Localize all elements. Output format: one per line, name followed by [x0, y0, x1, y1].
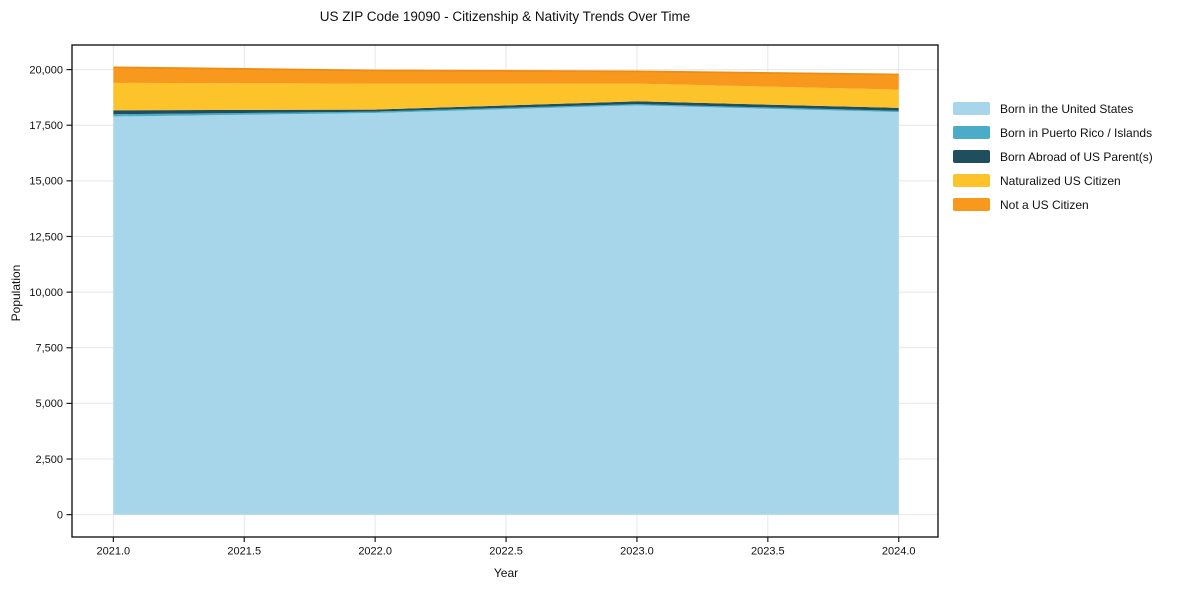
legend-label: Born in the United States: [1000, 101, 1134, 116]
legend-label: Naturalized US Citizen: [1000, 173, 1121, 188]
x-tick-label: 2022.0: [358, 546, 392, 558]
legend-swatch: [953, 174, 990, 187]
legend-swatch: [953, 150, 990, 163]
y-tick-label: 15,000: [29, 176, 63, 188]
total-edge-line: [113, 66, 899, 76]
legend-entry-1: Born in Puerto Rico / Islands: [953, 125, 1153, 140]
x-axis-label: Year: [493, 566, 519, 580]
legend-entry-0: Born in the United States: [953, 101, 1153, 116]
chart-title: US ZIP Code 19090 - Citizenship & Nativi…: [319, 9, 691, 24]
x-tick-label: 2023.0: [620, 546, 654, 558]
x-tick-label: 2021.5: [227, 546, 261, 558]
y-tick-label: 20,000: [29, 64, 63, 76]
legend-entry-4: Not a US Citizen: [953, 197, 1153, 212]
legend-swatch: [953, 126, 990, 139]
y-tick-label: 5,000: [35, 398, 63, 410]
y-tick-label: 2,500: [35, 454, 63, 466]
y-tick-label: 7,500: [35, 343, 63, 355]
legend-label: Born in Puerto Rico / Islands: [1000, 125, 1153, 140]
legend: Born in the United States Born in Puerto …: [953, 102, 1153, 222]
x-tick-label: 2022.5: [489, 546, 523, 558]
legend-label: Born Abroad of US Parent(s): [1000, 149, 1153, 164]
x-tick-label: 2024.0: [882, 546, 916, 558]
y-tick-label: 0: [57, 509, 63, 521]
area-layer-0: [113, 105, 899, 515]
area-layer-2: [113, 101, 899, 115]
y-tick-label: 12,500: [29, 231, 63, 243]
area-layer-3: [113, 82, 899, 111]
y-tick-label: 10,000: [29, 287, 63, 299]
x-tick-label: 2021.0: [97, 546, 131, 558]
plot-border: [71, 44, 939, 538]
legend-swatch: [953, 102, 990, 115]
x-tick-label: 2023.5: [751, 546, 785, 558]
area-layer-1: [113, 104, 899, 117]
y-tick-label: 17,500: [29, 120, 63, 132]
legend-swatch: [953, 198, 990, 211]
legend-entry-3: Naturalized US Citizen: [953, 173, 1153, 188]
legend-entry-2: Born Abroad of US Parent(s): [953, 149, 1153, 164]
legend-label: Not a US Citizen: [1000, 197, 1089, 212]
y-axis-label: Population: [9, 264, 23, 322]
